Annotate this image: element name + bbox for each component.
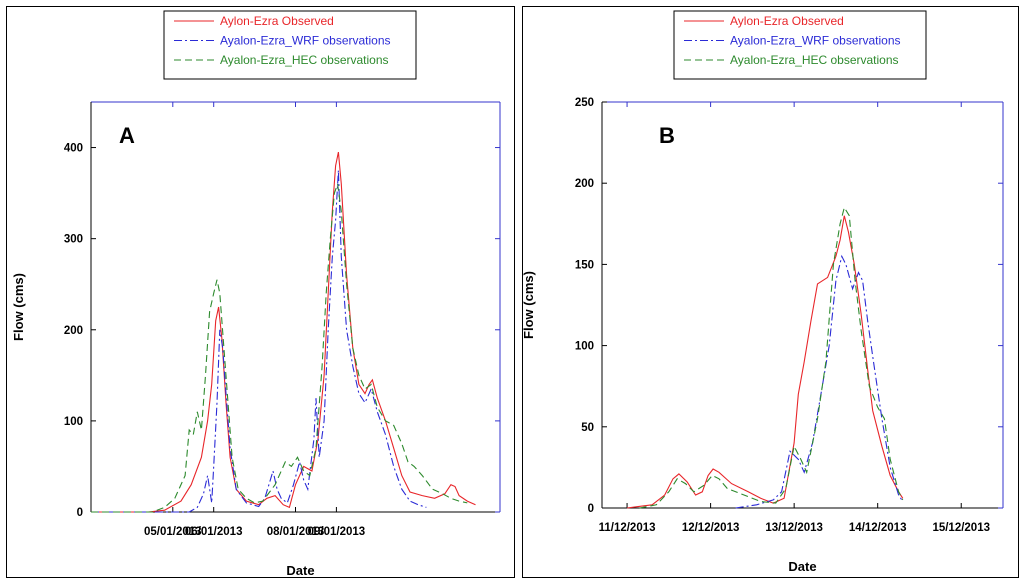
x-tick-label: 12/12/2013 (682, 522, 740, 534)
x-axis-label: Date (286, 563, 314, 578)
y-axis-label: Flow (cms) (523, 271, 536, 339)
y-tick-label: 100 (64, 416, 83, 428)
legend-label-1: Ayalon-Ezra_WRF observations (220, 34, 391, 48)
panel-label: B (659, 123, 675, 148)
x-tick-label: 06/01/2013 (185, 526, 243, 538)
y-tick-label: 0 (77, 507, 83, 519)
x-axis-label: Date (788, 559, 816, 574)
y-tick-label: 100 (575, 341, 594, 353)
legend-label-2: Ayalon-Ezra_HEC observations (220, 53, 389, 67)
series-line-b-1 (735, 254, 904, 509)
series-line-a-0 (91, 151, 476, 513)
x-tick-label: 09/01/2013 (308, 526, 366, 538)
series-line-a-1 (91, 170, 427, 513)
legend-box (673, 10, 927, 80)
y-tick-label: 300 (64, 234, 83, 246)
legend-box (163, 10, 417, 80)
y-tick-label: 200 (575, 178, 594, 190)
x-tick-label: 05/01/2013 (144, 526, 202, 538)
y-tick-label: 200 (64, 325, 83, 337)
panel-label: A (119, 123, 135, 148)
legend-label-2: Ayalon-Ezra_HEC observations (730, 53, 899, 67)
x-tick-label: 15/12/2013 (932, 522, 990, 534)
y-tick-label: 250 (575, 97, 594, 109)
chart-b-svg: 0 50 100 150 200 250 11/12/2013 12/12/2013 13/12… (523, 10, 1004, 574)
series-line-b-2 (639, 206, 904, 509)
y-tick-label: 150 (575, 259, 594, 271)
series-line-a-2 (91, 183, 468, 513)
legend-label-0: Aylon-Ezra Observed (220, 14, 334, 28)
x-tick-label: 13/12/2013 (765, 522, 823, 534)
legend-label-1: Ayalon-Ezra_WRF observations (730, 34, 901, 48)
legend-label-0: Aylon-Ezra Observed (730, 14, 844, 28)
y-tick-label: 0 (588, 503, 594, 515)
chart-panel-a: 0 100 200 300 400 05/01/2013 06/01/2013 08/01/2… (6, 6, 515, 578)
y-axis-label: Flow (cms) (11, 273, 26, 341)
x-tick-label: 08/01/2013 (267, 526, 325, 538)
x-tick-label: 11/12/2013 (599, 522, 656, 534)
chart-panel-b: 0 50 100 150 200 250 11/12/2013 12/12/2013 13/12… (522, 6, 1019, 578)
x-tick-label: 14/12/2013 (849, 522, 907, 534)
y-tick-label: 400 (64, 143, 83, 155)
series-line-b-0 (627, 215, 904, 509)
y-tick-label: 50 (581, 422, 594, 434)
